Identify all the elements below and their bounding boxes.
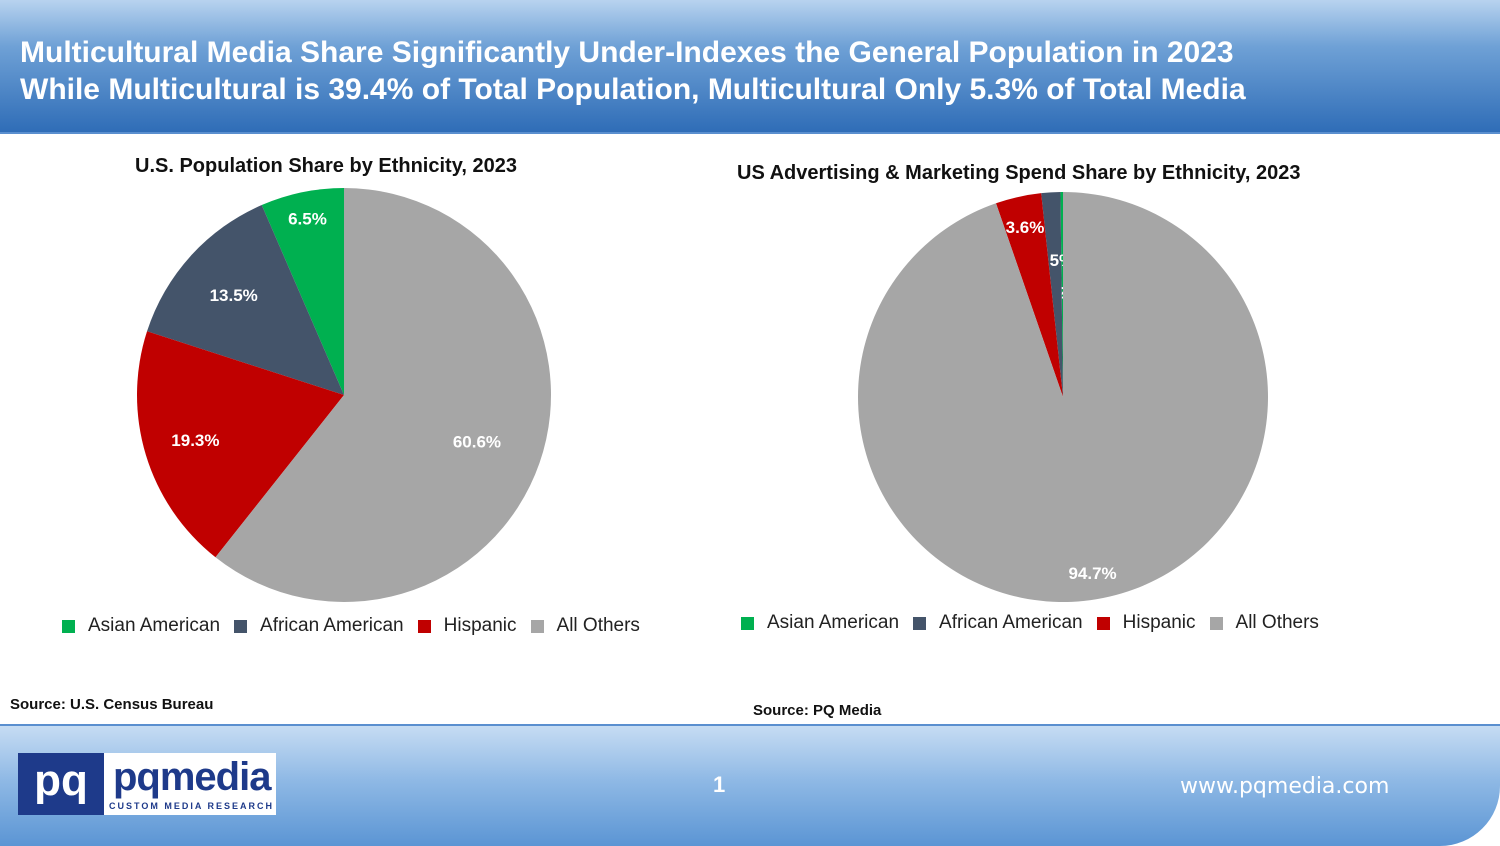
legend-swatch [741, 616, 754, 630]
legend-swatch [530, 619, 544, 633]
population-legend: Asian American African American Hispanic Al… [62, 615, 654, 637]
population-slice-all-others [215, 187, 551, 602]
population-label-all-others: 60.6% [453, 432, 501, 451]
legend-swatch [913, 616, 927, 630]
spend-slice-african-american [1041, 192, 1063, 397]
population-chart-title: U.S. Population Share by Ethnicity, 2023 [135, 155, 517, 177]
legend-label: Asian American [88, 615, 221, 636]
population-legend-item-african-american: African American [234, 615, 404, 637]
population-slice-asian-american [261, 188, 344, 395]
population-label-african-american: 13.5% [210, 286, 258, 305]
population-label-hispanic: 19.3% [171, 431, 219, 450]
spend-legend-item-african-american: African American [913, 612, 1083, 634]
legend-swatch [417, 619, 431, 633]
spend-source: Source: PQ Media [753, 702, 882, 719]
population-label-asian-american: 6.5% [288, 210, 327, 229]
population-legend-item-hispanic: Hispanic [417, 615, 517, 637]
spend-legend-item-hispanic: Hispanic [1096, 612, 1196, 634]
legend-label: Asian American [767, 612, 900, 633]
population-slice-african-american [147, 205, 344, 395]
population-source: Source: U.S. Census Bureau [10, 696, 214, 713]
spend-label-all-others: 94.7% [1068, 564, 1116, 583]
spend-slice-all-others [858, 192, 1269, 603]
website-url: www.pqmedia.com [1180, 774, 1390, 799]
spend-label-hispanic: 3.6% [1006, 218, 1045, 237]
spend-legend-item-all-others: All Others [1209, 612, 1319, 634]
logo-mark: pq [18, 753, 104, 815]
legend-label: Hispanic [443, 615, 517, 636]
legend-label: African American [939, 612, 1083, 633]
headline-line-1: Multicultural Media Share Significantly … [20, 36, 1234, 69]
logo-tagline: CUSTOM MEDIA RESEARCH [109, 801, 275, 811]
legend-label: All Others [1235, 612, 1319, 633]
legend-label: All Others [556, 615, 640, 636]
spend-slice-asian-american [1060, 192, 1063, 397]
spend-legend-item-asian-american: Asian American [741, 612, 899, 634]
legend-swatch [1096, 616, 1110, 630]
population-legend-item-asian-american: Asian American [62, 615, 220, 637]
pqmedia-logo: pq pqmedia CUSTOM MEDIA RESEARCH [18, 753, 276, 815]
population-legend-item-all-others: All Others [530, 615, 640, 637]
logo-wordmark: pqmedia [113, 755, 271, 799]
spend-slice-hispanic [995, 193, 1063, 397]
spend-legend: Asian American African American Hispanic Al… [741, 612, 1333, 634]
population-slice-hispanic [136, 331, 344, 558]
title-banner: Multicultural Media Share Significantly … [0, 0, 1500, 134]
headline-line-2: While Multicultural is 39.4% of Total Po… [20, 73, 1246, 106]
legend-swatch [234, 619, 248, 633]
legend-label: Hispanic [1122, 612, 1196, 633]
legend-label: African American [260, 615, 404, 636]
spend-chart-title: US Advertising & Marketing Spend Share b… [737, 162, 1301, 184]
page-number: 1 [713, 772, 726, 797]
legend-swatch [1209, 616, 1223, 630]
legend-swatch [62, 619, 75, 633]
